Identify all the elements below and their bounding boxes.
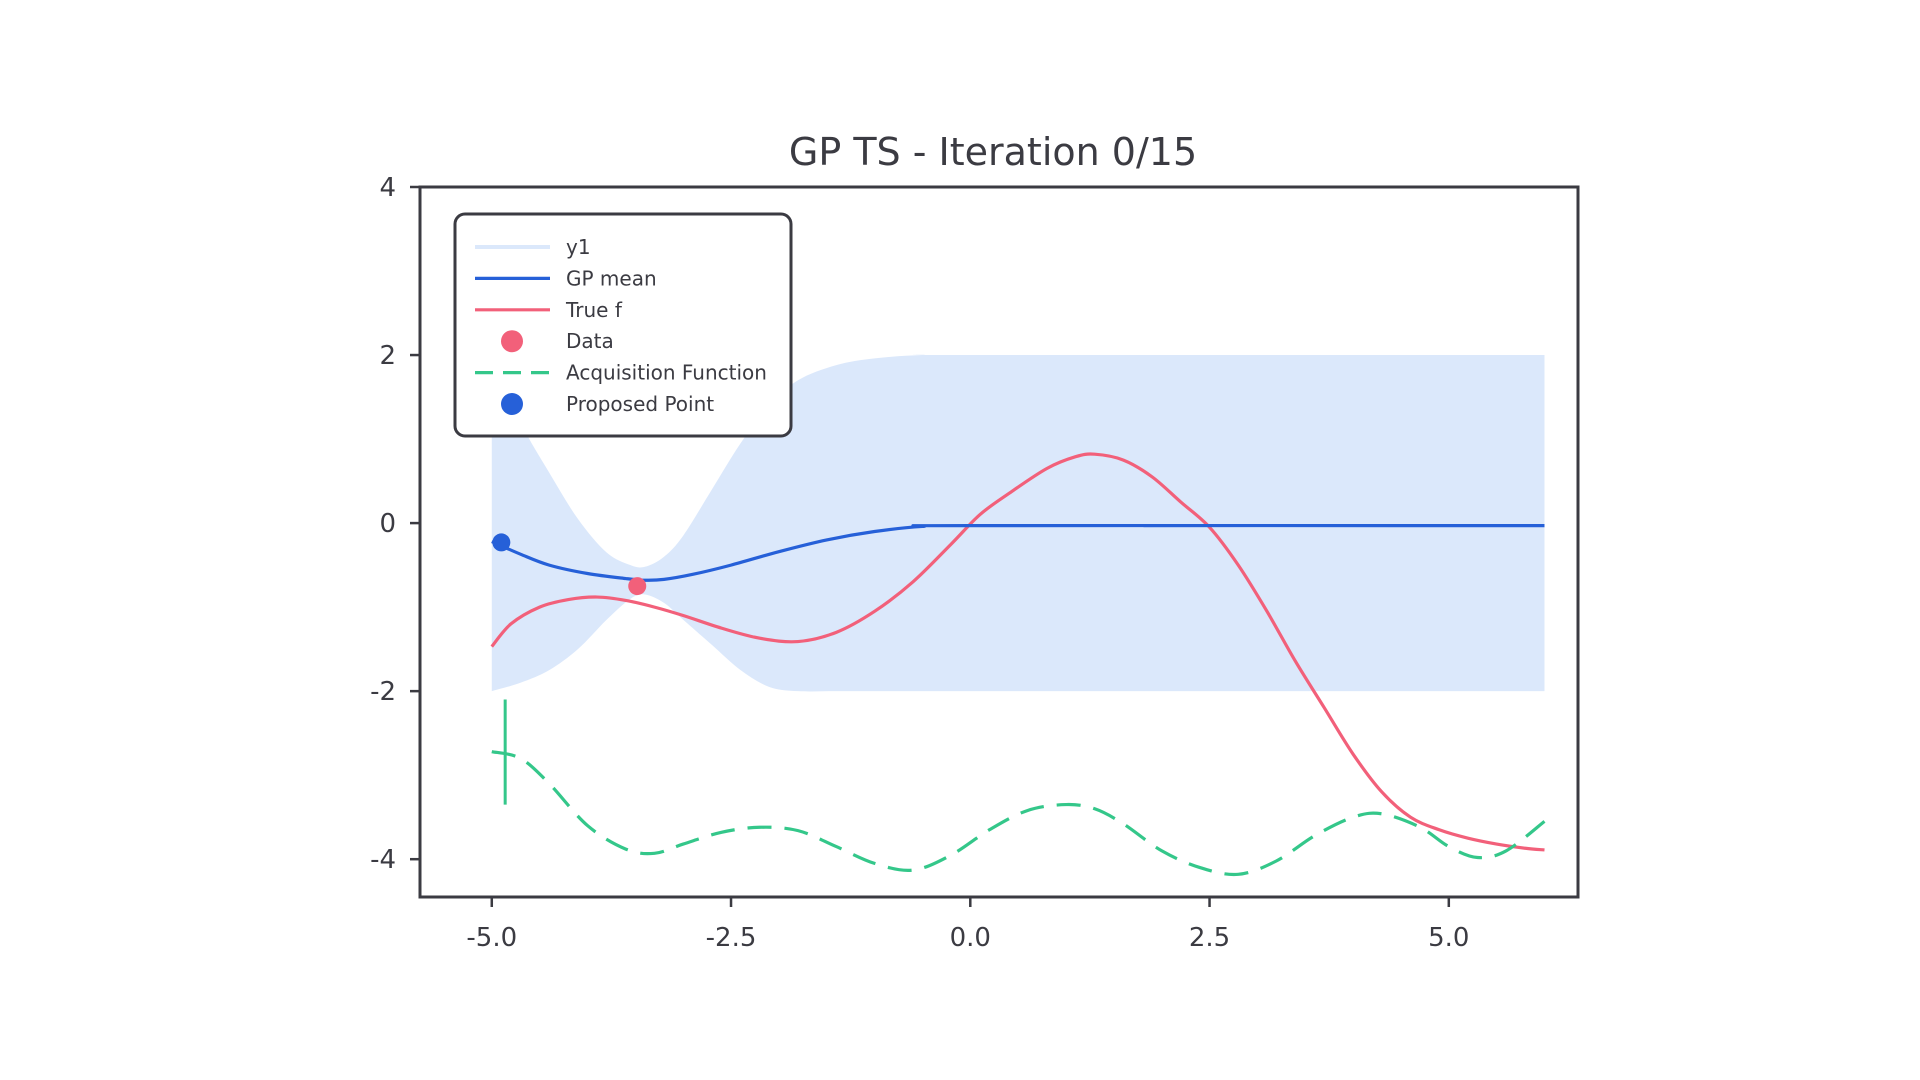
- y-tick-label: -4: [370, 845, 396, 875]
- y-tick-label: 4: [379, 173, 396, 203]
- legend: y1 GP mean True f Data Acquisition Function P…: [453, 212, 793, 438]
- legend-item-band: y1: [475, 235, 591, 259]
- proposed-point: [492, 533, 511, 552]
- plot-frame: [418, 185, 1580, 899]
- legend-item-proposed: Proposed Point: [501, 392, 714, 416]
- legend-item-acquisition: Acquisition Function: [475, 361, 767, 385]
- x-tick-label: 0.0: [950, 923, 991, 953]
- legend-item-true-f: True f: [475, 298, 623, 322]
- series-line-acquisition: [491, 750, 1546, 877]
- legend-label: GP mean: [566, 266, 657, 290]
- legend-label: Acquisition Function: [566, 361, 767, 385]
- data-point: [628, 577, 647, 596]
- y-tick-label: -2: [370, 677, 396, 707]
- legend-label: Proposed Point: [566, 392, 714, 416]
- legend-box: [453, 212, 793, 438]
- chart-title: GP TS - Iteration 0/15: [789, 130, 1197, 174]
- legend-item-data: Data: [501, 329, 614, 353]
- axes: -5.0 -2.5 0.0 2.5 5.0 4 2 0 -2 -4: [370, 173, 1580, 953]
- legend-swatch-marker: [501, 330, 523, 353]
- legend-label: True f: [565, 298, 623, 322]
- series-band-y1: [491, 354, 1545, 692]
- series-line-true-f: [490, 452, 1545, 852]
- y-tick-label: 2: [379, 341, 396, 371]
- legend-label: Data: [566, 329, 614, 353]
- series-line-gp-mean: [491, 523, 1545, 582]
- legend-swatch-marker: [501, 393, 523, 415]
- x-tick-label: -2.5: [706, 923, 757, 953]
- legend-label: y1: [566, 235, 591, 259]
- x-tick-label: 5.0: [1428, 923, 1469, 953]
- legend-item-gp-mean: GP mean: [475, 266, 657, 290]
- y-tick-label: 0: [379, 509, 396, 539]
- plot-area: [490, 354, 1546, 877]
- x-tick-label: 2.5: [1189, 923, 1230, 953]
- x-tick-label: -5.0: [466, 923, 517, 953]
